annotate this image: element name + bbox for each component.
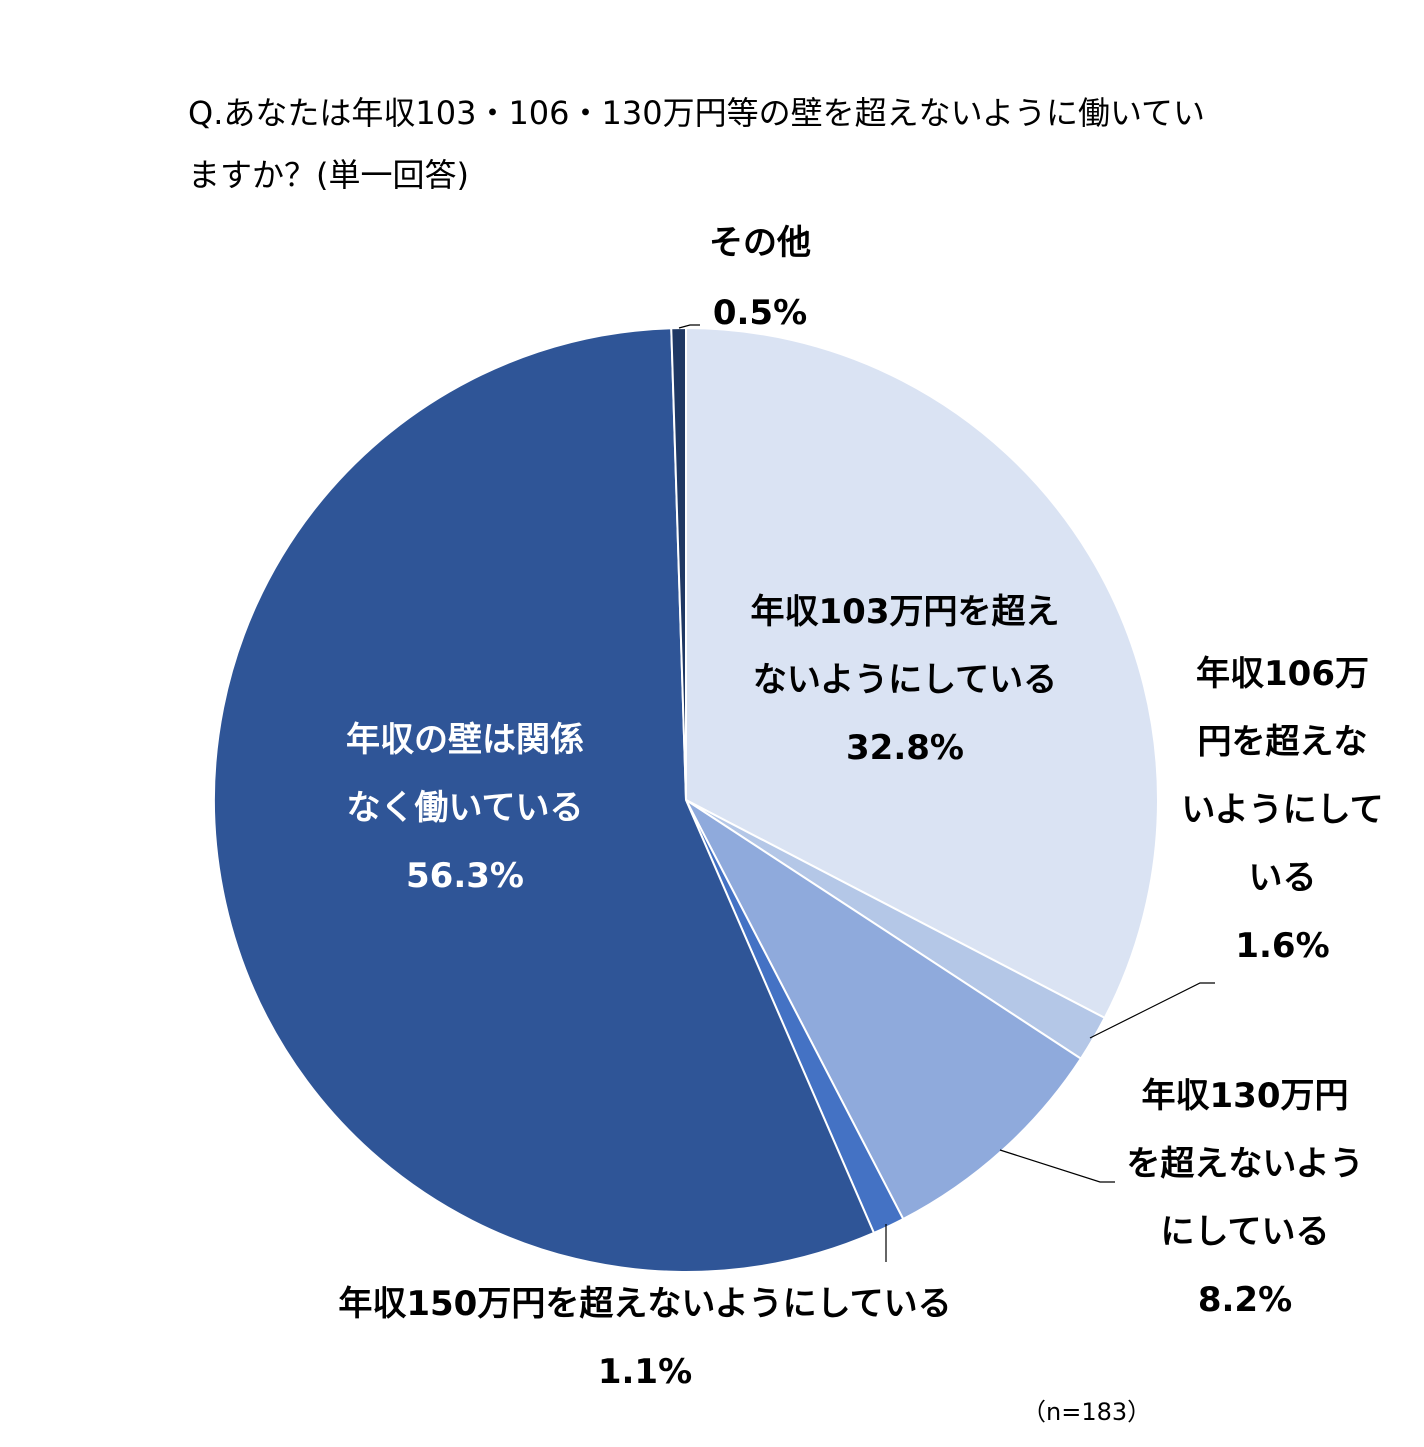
label-sonota: その他 0.5% — [709, 223, 811, 333]
leader-line-106 — [1089, 982, 1215, 1039]
label-103: 年収103万円を超え ないようにしている 32.8% — [750, 592, 1060, 768]
label-106: 年収106万 円を超えな いようにして いる 1.6% — [1181, 654, 1384, 966]
chart-title: Q.あなたは年収103・106・130万円等の壁を超えないように働いていますか？… — [188, 94, 1205, 194]
label-150: 年収150万円を超えないようにしている 1.1% — [338, 1284, 952, 1392]
sample-size-note: （n=183） — [1022, 1398, 1152, 1426]
pie-slice-5 — [670, 326, 687, 801]
leader-line-130 — [999, 1149, 1115, 1183]
label-130: 年収130万円 を超えないよう にしている 8.2% — [1126, 1076, 1364, 1320]
label-kankei-nashi: 年収の壁は関係 なく働いている 56.3% — [346, 720, 584, 896]
pie-slice-0 — [685, 326, 1159, 1020]
pie-slice-4 — [213, 327, 876, 1273]
leader-line-sonota — [678, 324, 700, 329]
